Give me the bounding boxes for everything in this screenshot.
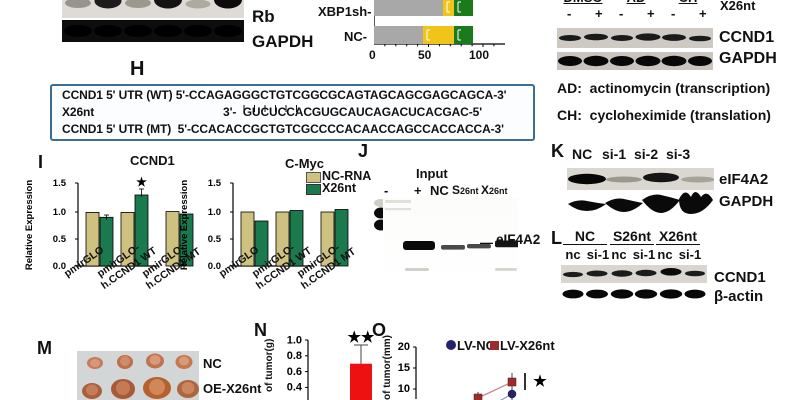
svg-text:15: 15 [398,362,410,374]
svg-text:1.0: 1.0 [208,207,221,218]
svg-text:0.8: 0.8 [287,350,302,362]
svg-text:0.5: 0.5 [53,234,67,245]
svg-text:0.4: 0.4 [287,382,303,394]
svg-text:10: 10 [398,383,410,395]
svg-text:1.0: 1.0 [53,207,66,218]
svg-text:★: ★ [136,175,147,189]
svg-text:★★: ★★ [348,330,375,346]
svg-text:1.0: 1.0 [287,335,302,347]
svg-text:0.6: 0.6 [287,366,302,378]
svg-text:0.5: 0.5 [208,234,222,245]
svg-text:1.5: 1.5 [208,178,222,189]
svg-text:Relative Expression: Relative Expression [179,180,190,270]
svg-text:Relative Expression: Relative Expression [24,180,35,270]
svg-text:★: ★ [533,373,547,390]
svg-text:20: 20 [398,341,410,353]
svg-text:1.5: 1.5 [53,178,67,189]
